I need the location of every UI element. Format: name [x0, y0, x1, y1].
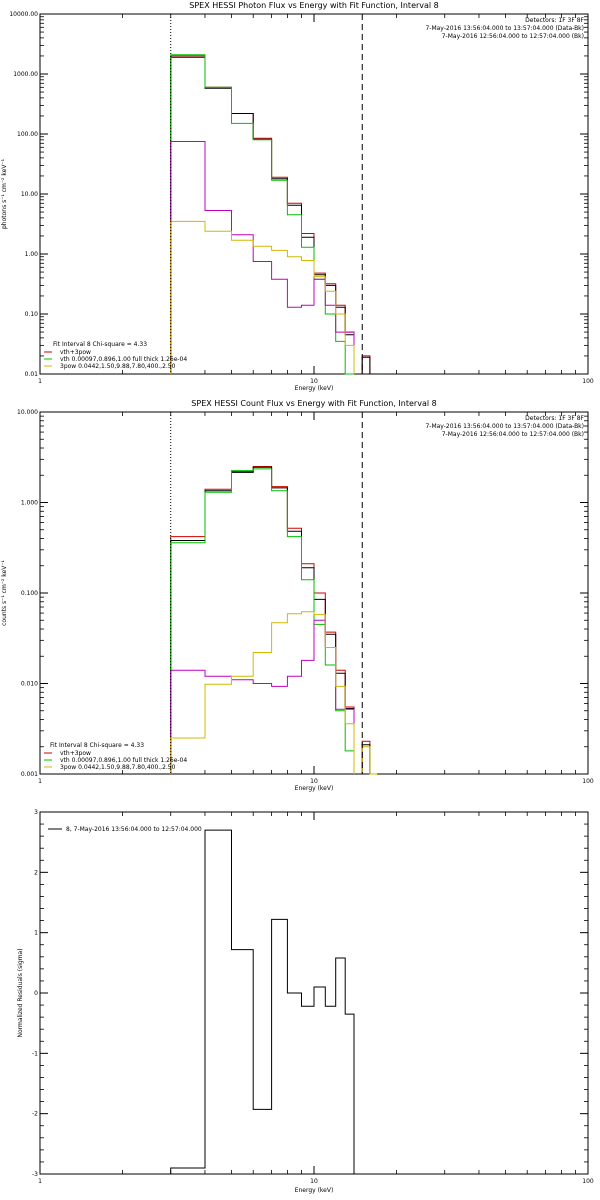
- series-line-0: [170, 829, 355, 1174]
- photon-plot-frame: [39, 13, 589, 375]
- series-line-4: [170, 220, 355, 374]
- photon-legend-vth: vth 0.00097,0.896,1.00 full thick 1.26e-…: [60, 356, 187, 363]
- y-tick-label: -3: [32, 1171, 38, 1178]
- count-plot-title: SPEX HESSI Count Flux vs Energy with Fit…: [191, 399, 436, 408]
- series-line-3: [170, 619, 355, 774]
- y-tick-label: 0: [34, 990, 38, 997]
- photon-info-bk-interval: 7-May-2016 12:56:04.000 to 12:57:04.000 …: [442, 33, 584, 40]
- y-tick-label: 0.10: [25, 311, 39, 318]
- y-tick-label: 0.010: [21, 681, 38, 688]
- y-tick-label: -2: [32, 1111, 38, 1118]
- y-tick-label: 1.000: [21, 500, 38, 507]
- residuals-legend: 8, 7-May-2016 13:56:04.000 to 12:57:04.0…: [66, 826, 202, 833]
- x-tick-label: 10: [310, 1178, 318, 1185]
- y-tick-label: 3: [34, 809, 38, 816]
- y-tick-label: 10000.00: [9, 11, 38, 18]
- x-tick-label: 1: [38, 378, 42, 385]
- series-line-0: [170, 55, 371, 374]
- count-info-bk-interval: 7-May-2016 12:56:04.000 to 12:57:04.000 …: [442, 431, 584, 438]
- y-tick-label: 10.000: [17, 409, 38, 416]
- series-line-2: [170, 468, 355, 774]
- y-tick-label: 0.001: [21, 771, 38, 778]
- count-info-data-interval: 7-May-2016 13:56:04.000 to 13:57:04.000 …: [425, 423, 584, 430]
- series-line-4: [170, 611, 378, 775]
- count-flux-plot: SPEX HESSI Count Flux vs Energy with Fit…: [1, 399, 594, 792]
- x-tick-label: 100: [582, 778, 594, 785]
- y-tick-label: 1: [34, 930, 38, 937]
- photon-info-detectors: Detectors: 1F 3F 8F: [525, 17, 584, 24]
- x-tick-label: 10: [310, 378, 318, 385]
- photon-legend-3pow: 3pow 0.0442,1.50,9.88,7.80,400.,2.50: [60, 363, 176, 370]
- x-tick-label: 1: [38, 778, 42, 785]
- x-tick-label: 1: [38, 1178, 42, 1185]
- y-tick-label: 0.100: [21, 590, 38, 597]
- x-tick-label: 100: [582, 378, 594, 385]
- series-line-1: [170, 466, 378, 775]
- y-tick-label: 10.00: [21, 191, 38, 198]
- x-tick-label: 10: [310, 778, 318, 785]
- count-legend-total: vth+3pow: [60, 750, 91, 757]
- y-tick-label: 1.00: [25, 251, 39, 258]
- photon-info-data-interval: 7-May-2016 13:56:04.000 to 13:57:04.000 …: [425, 25, 584, 32]
- x-tick-label: 100: [582, 1178, 594, 1185]
- photon-plot-title: SPEX HESSI Photon Flux vs Energy with Fi…: [189, 1, 439, 10]
- residuals-plot-ylabel: Normalized Residuals (sigma): [17, 948, 24, 1037]
- residuals-plot: 1 10 100 -3 -2 -1 0 1 2 3 Energy (keV) Normalized…: [17, 809, 594, 1194]
- series-line-0: [170, 466, 378, 775]
- photon-plot-ylabel: photons s⁻¹ cm⁻² keV⁻¹: [1, 158, 8, 229]
- y-tick-label: 2: [34, 869, 38, 876]
- photon-plot-xlabel: Energy (keV): [295, 385, 334, 392]
- residuals-plot-xlabel: Energy (keV): [295, 1187, 334, 1194]
- photon-fit-label: Fit Interval 8 Chi-square = 4.33: [53, 341, 147, 348]
- photon-flux-plot: SPEX HESSI Photon Flux vs Energy with Fi…: [1, 1, 594, 392]
- y-tick-label: 0.01: [25, 371, 39, 378]
- count-plot-xlabel: Energy (keV): [295, 785, 334, 792]
- count-legend-3pow: 3pow 0.0442,1.50,9.88,7.80,400.,2.50: [60, 764, 176, 771]
- series-line-1: [170, 56, 371, 374]
- y-tick-label: 1000.00: [13, 71, 38, 78]
- y-tick-label: 100.00: [17, 131, 38, 138]
- count-plot-ylabel: counts s⁻¹ cm⁻² keV⁻¹: [1, 560, 8, 626]
- series-line-3: [170, 141, 355, 374]
- series-line-2: [170, 54, 354, 375]
- count-fit-label: Fit Interval 8 Chi-square = 4.33: [50, 742, 144, 749]
- y-tick-label: -1: [32, 1050, 38, 1057]
- count-info-detectors: Detectors: 1F 3F 8F: [525, 415, 584, 422]
- photon-legend-total: vth+3pow: [60, 349, 91, 356]
- count-legend-vth: vth 0.00097,0.896,1.00 full thick 1.26e-…: [60, 757, 187, 764]
